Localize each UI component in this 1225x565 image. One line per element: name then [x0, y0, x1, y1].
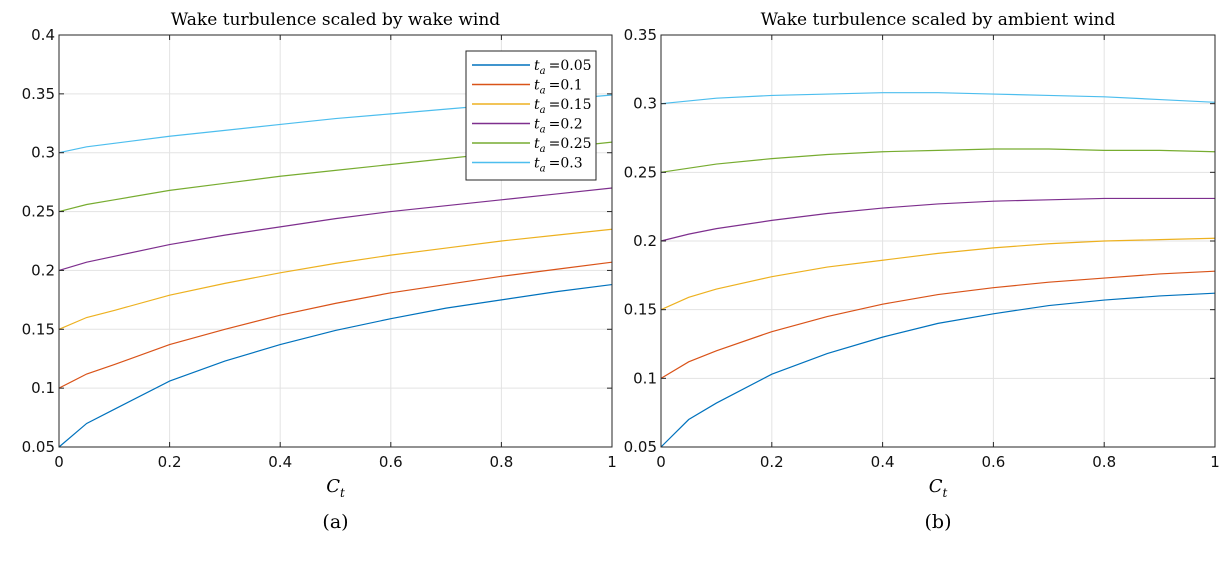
x-tick-label: 1	[607, 453, 617, 471]
y-tick-label: 0.4	[31, 26, 55, 44]
y-tick-label: 0.25	[624, 163, 657, 181]
legend-label: ta =0.15	[534, 97, 592, 116]
x-axis-label: Ct	[929, 476, 948, 500]
panel-a: 0 0.2 0.4 0.6 0.8 1 0.05 0.1 0.15 0.2 0.25 0.3 0.35 0…	[22, 10, 617, 533]
legend-sub: a	[540, 144, 546, 155]
chart-title: Wake turbulence scaled by ambient wind	[761, 10, 1116, 30]
legend-var: t	[534, 156, 540, 172]
series-line-3	[58, 228, 613, 330]
x-tick-label: 0	[656, 453, 666, 471]
series-line-4	[660, 197, 1215, 242]
x-tick-label: 0	[54, 453, 64, 471]
y-tick-label: 0.35	[22, 85, 55, 103]
x-tick-label: 0.4	[268, 453, 292, 471]
legend-eq: =	[549, 97, 561, 113]
y-tick-label: 0.2	[633, 232, 657, 250]
panel-caption: (b)	[925, 511, 952, 533]
legend-label: ta =0.2	[534, 117, 583, 136]
series-line-5	[660, 148, 1216, 173]
legend-value: 0.25	[560, 136, 591, 152]
y-tick-label: 0.3	[31, 144, 55, 162]
legend-label: ta =0.1	[534, 78, 583, 97]
legend-eq: =	[549, 156, 561, 172]
x-tick-label: 1	[1210, 453, 1220, 471]
legend-eq: =	[549, 78, 561, 94]
x-axis-label-sub: t	[340, 486, 345, 500]
y-tick-label: 0.1	[31, 379, 55, 397]
x-axis-label-sub: t	[942, 486, 947, 500]
legend-value: 0.2	[560, 117, 582, 133]
legend-label: ta =0.3	[534, 156, 583, 175]
legend-value: 0.1	[560, 78, 582, 94]
legend-var: t	[534, 136, 540, 152]
panel-caption: (a)	[322, 511, 348, 533]
y-tick-label: 0.1	[633, 369, 657, 387]
legend-sub: a	[540, 105, 546, 116]
legend-var: t	[534, 58, 540, 74]
series-line-6	[660, 92, 1216, 105]
y-tick-label: 0.05	[624, 438, 657, 456]
y-tick-label: 0.15	[624, 301, 657, 319]
legend-sub: a	[540, 125, 546, 136]
legend-eq: =	[549, 58, 561, 74]
y-tick-label: 0.35	[624, 26, 657, 44]
legend-sub: a	[540, 164, 546, 175]
legend-label: ta =0.25	[534, 136, 592, 155]
legend-value: 0.3	[560, 156, 582, 172]
legend-eq: =	[549, 117, 561, 133]
chart-title: Wake turbulence scaled by wake wind	[171, 10, 501, 30]
legend-var: t	[534, 117, 540, 133]
x-tick-label: 0.4	[871, 453, 895, 471]
x-axis-label-base: C	[326, 476, 340, 497]
axes-box	[58, 34, 613, 448]
series-line-4	[58, 187, 613, 272]
x-tick-label: 0.2	[158, 453, 182, 471]
x-tick-label: 0.2	[760, 453, 784, 471]
panel-b: 0 0.2 0.4 0.6 0.8 1 0.05 0.1 0.15 0.2 0.25 0.3 0.35 W…	[624, 10, 1220, 533]
legend-eq: =	[549, 136, 561, 152]
x-tick-label: 0.6	[981, 453, 1005, 471]
legend-var: t	[534, 97, 540, 113]
series-line-1	[660, 292, 1216, 448]
series-line-3	[660, 237, 1216, 311]
y-tick-label: 0.25	[22, 203, 55, 221]
y-tick-label: 0.05	[22, 438, 55, 456]
legend-value: 0.05	[560, 58, 591, 74]
legend-label: ta =0.05	[534, 58, 592, 77]
legend-value: 0.15	[560, 97, 591, 113]
y-tick-label: 0.15	[22, 320, 55, 338]
legend-sub: a	[540, 66, 546, 77]
legend-sub: a	[540, 86, 546, 97]
y-tick-label: 0.3	[633, 95, 657, 113]
y-tick-label: 0.2	[31, 261, 55, 279]
x-tick-label: 0.8	[489, 453, 513, 471]
x-axis-label: Ct	[326, 476, 345, 500]
series-line-2	[58, 261, 613, 389]
x-tick-label: 0.6	[379, 453, 403, 471]
x-axis-label-base: C	[929, 476, 943, 497]
series-line-1	[58, 283, 613, 448]
x-tick-label: 0.8	[1092, 453, 1116, 471]
series-line-2	[660, 270, 1216, 379]
legend-var: t	[534, 78, 540, 94]
legend-box	[465, 50, 597, 181]
